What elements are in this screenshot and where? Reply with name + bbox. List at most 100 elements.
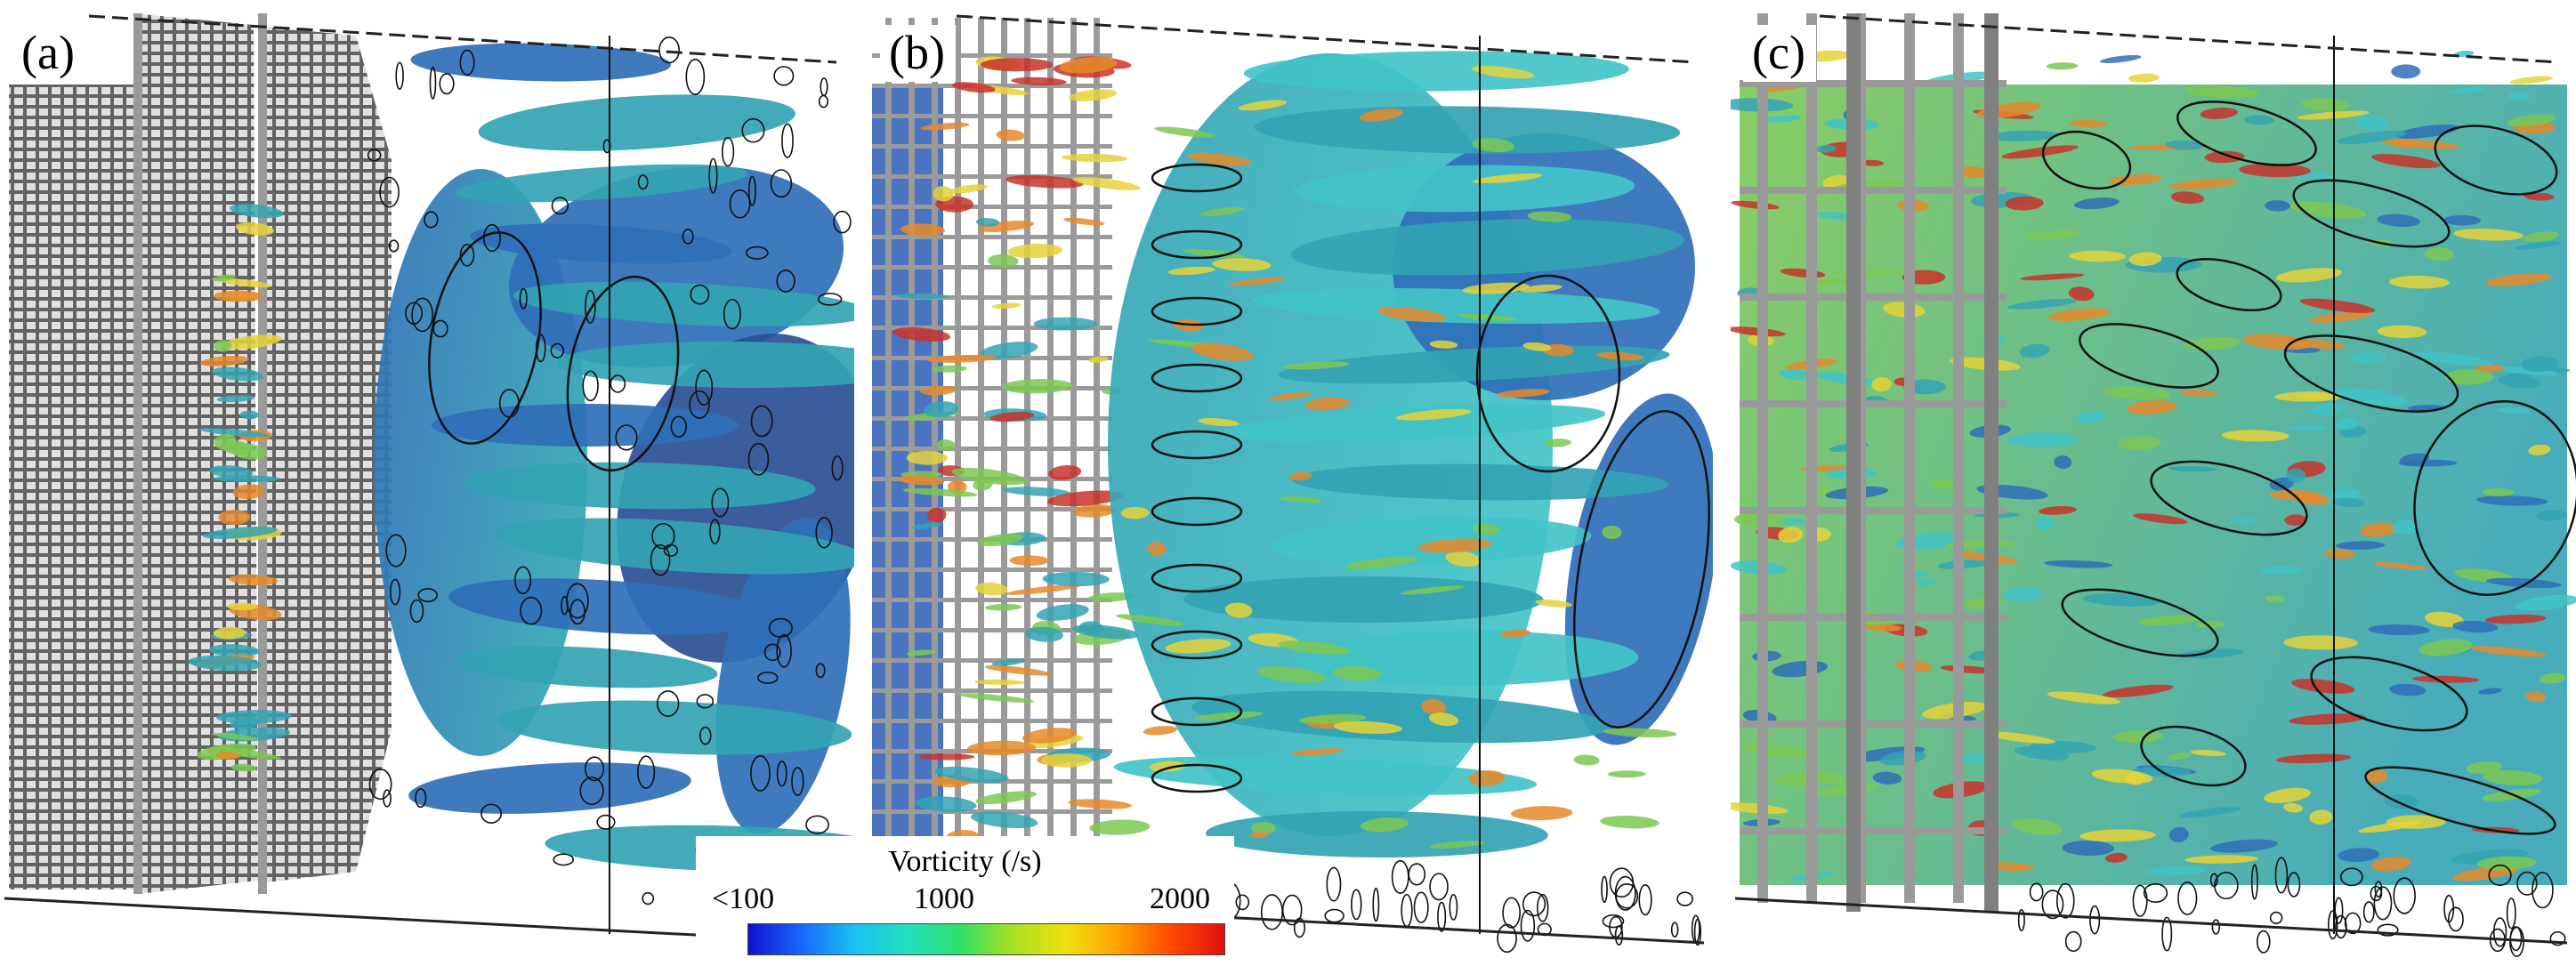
turbulent-streak xyxy=(1986,130,2060,141)
grid-jet-streak xyxy=(1005,584,1080,595)
grid-jet-streak xyxy=(996,129,1026,141)
background-contour xyxy=(2549,930,2566,946)
turbulent-streak xyxy=(2239,163,2312,178)
background-contour xyxy=(721,136,735,167)
grid-jet-streak xyxy=(933,186,954,202)
grid-jet-streak xyxy=(1002,487,1071,496)
panel-c: (c) xyxy=(1731,0,2576,974)
grid-screen-3 xyxy=(262,27,392,882)
shear-streak xyxy=(1500,629,1531,638)
turbulent-streak xyxy=(2243,334,2313,350)
grid-bar-horizontal xyxy=(872,658,1112,663)
grid-bar-horizontal xyxy=(872,295,1112,300)
turbulent-streak xyxy=(1872,771,1902,785)
turbulent-streak xyxy=(1861,623,1902,632)
turbulent-streak xyxy=(2371,154,2441,169)
background-contour xyxy=(520,596,543,625)
background-contour xyxy=(770,169,793,198)
vortex-streak xyxy=(408,762,691,814)
turbulent-streak xyxy=(2221,430,2289,442)
turbulent-streak xyxy=(2370,857,2411,872)
vorticity-contour xyxy=(1151,630,1243,660)
grid-bar-horizontal xyxy=(1740,80,2007,87)
grid-jet-streak xyxy=(218,510,251,525)
grid-jet-streak xyxy=(1005,175,1084,189)
background-contour xyxy=(2374,881,2383,898)
grid-jet-streak xyxy=(235,221,274,236)
turbulent-streak xyxy=(2412,675,2480,683)
turbulent-streak xyxy=(2507,114,2556,127)
grid-bar-horizontal xyxy=(1740,720,2007,728)
background-contour xyxy=(1401,893,1413,928)
turbulent-streak xyxy=(2275,268,2343,283)
panel-a: (a) xyxy=(0,0,854,974)
grid-bar-vertical xyxy=(1904,13,1915,903)
background-contour xyxy=(696,694,715,709)
grid-bar-horizontal xyxy=(872,326,1112,330)
vortex-streak xyxy=(478,94,795,151)
turbulent-streak xyxy=(2138,615,2201,625)
grid-jet-streak xyxy=(977,533,1023,547)
vorticity-contour xyxy=(1151,363,1243,393)
grid-screen-2 xyxy=(133,13,258,894)
shear-streak xyxy=(1457,313,1518,321)
turbulent-streak xyxy=(2521,356,2560,373)
turbulent-streak xyxy=(2308,311,2372,323)
vorticity-contour xyxy=(2292,179,2451,248)
grid-jet-streak xyxy=(200,355,249,366)
background-contour xyxy=(1260,894,1283,930)
shear-streak xyxy=(1298,713,1367,725)
grid-bar-horizontal xyxy=(872,144,1112,149)
background-contour xyxy=(781,123,794,158)
shear-streak xyxy=(1544,439,1571,447)
turbulent-streak xyxy=(2452,620,2499,633)
background-contour xyxy=(2029,882,2044,902)
top-edge-line xyxy=(956,14,1696,64)
turbulent-streak xyxy=(2133,513,2188,525)
grid-jet-streak xyxy=(1059,56,1118,74)
turbulent-streak xyxy=(2335,541,2386,550)
background-contour xyxy=(2373,886,2393,921)
turbulent-streak xyxy=(2274,391,2343,402)
background-contour xyxy=(615,424,638,451)
background-contour xyxy=(2250,864,2258,900)
background-contour xyxy=(2532,872,2554,909)
vorticity-contour xyxy=(2176,258,2282,311)
background-contour xyxy=(763,643,781,662)
grid-jet-streak xyxy=(915,796,977,812)
background-contour xyxy=(2370,885,2383,902)
grid-jet-streak xyxy=(230,763,257,772)
background-contour xyxy=(757,672,779,684)
turbulent-streak xyxy=(1731,802,1789,814)
shear-streak xyxy=(1154,126,1215,138)
background-contour xyxy=(776,270,795,293)
turbulent-streak xyxy=(2366,769,2387,784)
background-contour xyxy=(385,534,407,567)
turbulent-streak xyxy=(2536,510,2566,521)
turbulent-streak xyxy=(2083,592,2160,607)
vortex-streak xyxy=(457,646,718,688)
background-contour xyxy=(699,726,712,745)
background-contour xyxy=(741,117,765,143)
turbulent-streak xyxy=(2452,865,2519,881)
vortex-streak xyxy=(1278,345,1670,384)
turbulent-streak xyxy=(2483,487,2515,497)
turbulent-streak xyxy=(2259,566,2304,575)
shear-streak xyxy=(1473,138,1514,153)
background-contour xyxy=(417,588,438,603)
grid-jet-streak xyxy=(1071,624,1140,640)
background-contour xyxy=(723,298,741,330)
colorbar-tick-mid: 1000 xyxy=(914,882,974,915)
background-contour xyxy=(1691,914,1700,944)
grid-jet-streak xyxy=(970,811,1038,828)
vorticity-contour xyxy=(1151,563,1243,593)
background-contour xyxy=(2256,930,2271,954)
shear-streak xyxy=(1304,397,1350,411)
turbulent-streak xyxy=(2170,191,2205,205)
grid-jet-streak xyxy=(975,218,1000,227)
background-contour xyxy=(791,767,804,796)
vorticity-contour xyxy=(1475,274,1621,473)
grid-jet-streak xyxy=(975,582,1008,596)
background-contour xyxy=(2492,917,2507,947)
grid-bar-vertical xyxy=(1806,13,1817,903)
